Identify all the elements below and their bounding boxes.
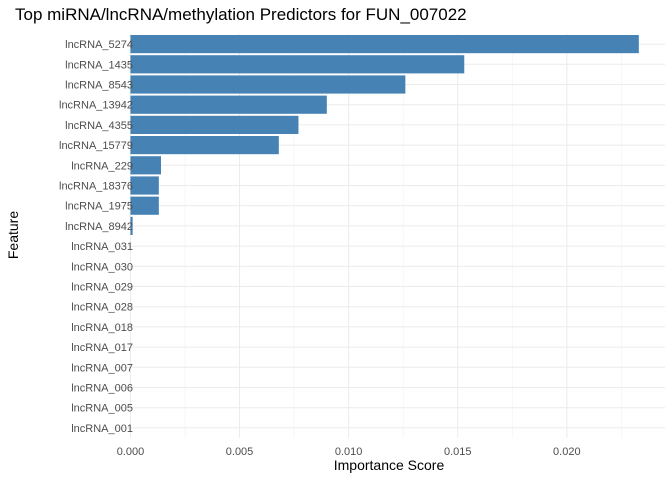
x-tick-label: 0.000 xyxy=(117,446,145,458)
chart-title: Top miRNA/lncRNA/methylation Predictors … xyxy=(15,5,467,24)
x-tick-label: 0.010 xyxy=(335,446,363,458)
bar xyxy=(130,216,133,235)
y-tick-label: lncRNA_15779 xyxy=(59,140,133,152)
y-tick-label: lncRNA_18376 xyxy=(59,181,133,193)
bar xyxy=(130,196,159,215)
bar xyxy=(130,156,161,175)
y-tick-label: lncRNA_8543 xyxy=(65,80,133,92)
bar xyxy=(130,176,159,195)
y-tick-label: lncRNA_229 xyxy=(71,160,133,172)
y-axis-title: Feature xyxy=(5,211,21,259)
bar xyxy=(130,35,639,54)
bar xyxy=(130,75,406,94)
y-tick-label: lncRNA_007 xyxy=(71,362,133,374)
y-tick-label: lncRNA_029 xyxy=(71,282,133,294)
y-tick-label: lncRNA_006 xyxy=(71,383,133,395)
y-tick-label: lncRNA_017 xyxy=(71,342,133,354)
x-tick-label: 0.005 xyxy=(226,446,254,458)
y-tick-label: lncRNA_13942 xyxy=(59,100,133,112)
bar xyxy=(130,55,465,74)
x-axis-title: Importance Score xyxy=(334,457,445,473)
y-tick-label: lncRNA_028 xyxy=(71,302,133,314)
x-tick-labels: 0.000 0.005 0.010 0.015 0.020 xyxy=(117,446,581,458)
y-tick-label: lncRNA_001 xyxy=(71,423,133,435)
bar xyxy=(130,95,327,114)
bar xyxy=(130,136,279,155)
y-tick-label: lncRNA_4355 xyxy=(65,120,133,132)
bar xyxy=(130,115,299,134)
y-tick-label: lncRNA_031 xyxy=(71,241,133,253)
y-tick-label: lncRNA_1435 xyxy=(65,59,133,71)
y-tick-label: lncRNA_030 xyxy=(71,261,133,273)
y-tick-label: lncRNA_018 xyxy=(71,322,133,334)
bars xyxy=(130,35,639,235)
y-tick-label: lncRNA_8942 xyxy=(65,221,133,233)
grid xyxy=(113,34,665,438)
x-tick-label: 0.015 xyxy=(444,446,472,458)
y-tick-label: lncRNA_5274 xyxy=(65,39,133,51)
y-tick-labels: lncRNA_5274 lncRNA_1435 lncRNA_8543 lncRNA_… xyxy=(59,39,133,435)
y-tick-label: lncRNA_1975 xyxy=(65,201,133,213)
x-tick-label: 0.020 xyxy=(553,446,581,458)
y-tick-label: lncRNA_005 xyxy=(71,403,133,415)
